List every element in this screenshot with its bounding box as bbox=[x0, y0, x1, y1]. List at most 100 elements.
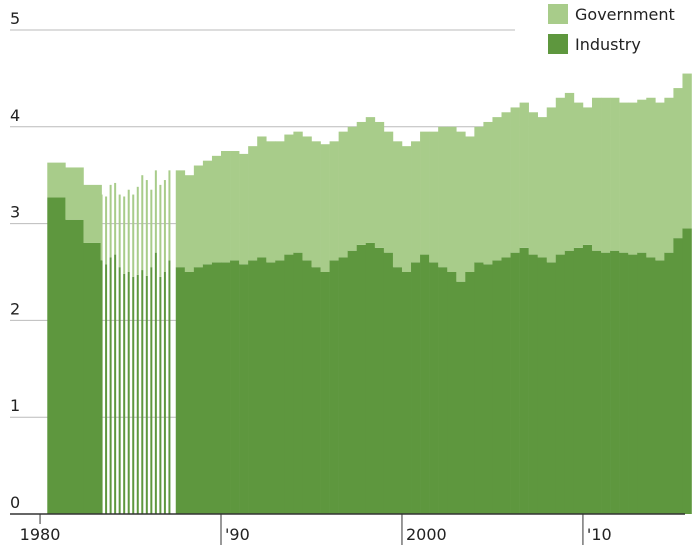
bar-segment bbox=[293, 252, 303, 514]
bar-segment bbox=[168, 260, 171, 514]
bar-segment bbox=[136, 274, 139, 514]
bar-segment bbox=[601, 97, 611, 253]
bar-segment bbox=[239, 264, 249, 514]
bar-segment bbox=[447, 272, 457, 514]
bar-segment bbox=[619, 252, 629, 514]
bar-segment bbox=[591, 250, 602, 515]
bar-segment bbox=[159, 276, 162, 514]
bar-segment bbox=[109, 257, 112, 514]
bar-segment bbox=[136, 186, 139, 275]
y-tick-label: 2 bbox=[10, 299, 20, 318]
bar-segment bbox=[184, 175, 195, 272]
bar-segment bbox=[329, 141, 339, 261]
bar-segment bbox=[429, 262, 439, 514]
bar-segment bbox=[150, 267, 153, 514]
bar-segment bbox=[456, 281, 466, 514]
bar-segment bbox=[555, 254, 566, 515]
y-tick-label: 4 bbox=[10, 106, 20, 125]
bar-segment bbox=[383, 131, 394, 253]
bar-segment bbox=[501, 112, 511, 258]
bar-segment bbox=[230, 151, 240, 261]
bar-segment bbox=[356, 121, 367, 245]
bar-segment bbox=[456, 131, 466, 282]
bar-segment bbox=[132, 276, 135, 514]
bar-segment bbox=[114, 254, 117, 515]
bar-segment bbox=[221, 262, 231, 514]
bar-segment bbox=[320, 144, 330, 272]
bar-segment bbox=[582, 107, 593, 245]
bar-segment bbox=[465, 272, 475, 514]
bar-segment bbox=[582, 244, 593, 514]
bar-segment bbox=[401, 272, 412, 514]
bar-segment bbox=[266, 141, 276, 263]
bar-segment bbox=[338, 257, 348, 514]
bar-segment bbox=[573, 247, 584, 515]
bar-segment bbox=[132, 194, 135, 277]
bar-segment bbox=[637, 99, 647, 253]
bar-segment bbox=[573, 102, 584, 248]
bar-segment bbox=[347, 250, 358, 515]
bar-segment bbox=[184, 272, 195, 514]
bar-segment bbox=[519, 102, 529, 248]
bar-segment bbox=[501, 257, 511, 514]
bar-segment bbox=[239, 153, 249, 265]
bar-segment bbox=[105, 264, 108, 514]
legend-swatch bbox=[548, 4, 568, 24]
legend-label: Industry bbox=[575, 35, 641, 54]
bar-segment bbox=[114, 182, 117, 255]
bar-segment bbox=[492, 117, 502, 261]
bar-segment bbox=[284, 254, 294, 515]
bar-segment bbox=[141, 270, 144, 514]
bar-segment bbox=[401, 146, 412, 272]
bar-segment bbox=[257, 257, 267, 514]
bar-segment bbox=[211, 262, 222, 514]
bar-segment bbox=[302, 260, 312, 514]
bar-segment bbox=[474, 126, 484, 263]
x-tick-label: 2000 bbox=[406, 525, 447, 544]
bar-segment bbox=[465, 136, 475, 272]
bar-segment bbox=[320, 272, 330, 514]
bar-segment bbox=[248, 146, 258, 261]
bar-segment bbox=[664, 252, 674, 514]
bar-segment bbox=[145, 180, 148, 276]
x-tick-label: '10 bbox=[587, 525, 612, 544]
bar-segment bbox=[646, 257, 656, 514]
bar-segment bbox=[47, 162, 66, 198]
bar-segment bbox=[564, 92, 575, 251]
bar-segment bbox=[65, 219, 84, 514]
legend-label: Government bbox=[575, 5, 675, 24]
bar-segment bbox=[65, 167, 84, 220]
bar-segment bbox=[154, 252, 157, 514]
bar-segment bbox=[175, 170, 186, 268]
y-tick-label: 3 bbox=[10, 203, 20, 222]
bar-segment bbox=[411, 141, 421, 263]
x-tick-label: '90 bbox=[225, 525, 250, 544]
bar-segment bbox=[293, 131, 303, 253]
bar-segment bbox=[510, 107, 520, 253]
bar-segment bbox=[673, 238, 683, 514]
bar-segment bbox=[483, 264, 493, 514]
bar-segment bbox=[275, 260, 285, 514]
bar-segment bbox=[109, 184, 112, 258]
bar-segment bbox=[510, 252, 520, 514]
bar-segment bbox=[329, 260, 339, 514]
bar-segment bbox=[154, 170, 157, 253]
bar-segment bbox=[356, 244, 367, 514]
bar-segment bbox=[127, 189, 130, 272]
bar-segment bbox=[537, 117, 548, 258]
bar-segment bbox=[105, 196, 108, 265]
bar-segment bbox=[302, 136, 312, 261]
bar-segment bbox=[474, 262, 484, 514]
bar-segment bbox=[528, 254, 538, 515]
bar-segment bbox=[392, 141, 403, 268]
bar-segment bbox=[100, 260, 103, 514]
bar-segment bbox=[118, 194, 121, 268]
bar-segment bbox=[628, 102, 638, 255]
bar-segment bbox=[628, 254, 638, 515]
bar-segment bbox=[145, 275, 148, 514]
bar-segment bbox=[338, 131, 348, 258]
y-tick-label: 0 bbox=[10, 493, 20, 512]
bar-segment bbox=[610, 97, 620, 251]
bar-segment bbox=[347, 126, 358, 251]
bar-segment bbox=[374, 121, 385, 248]
